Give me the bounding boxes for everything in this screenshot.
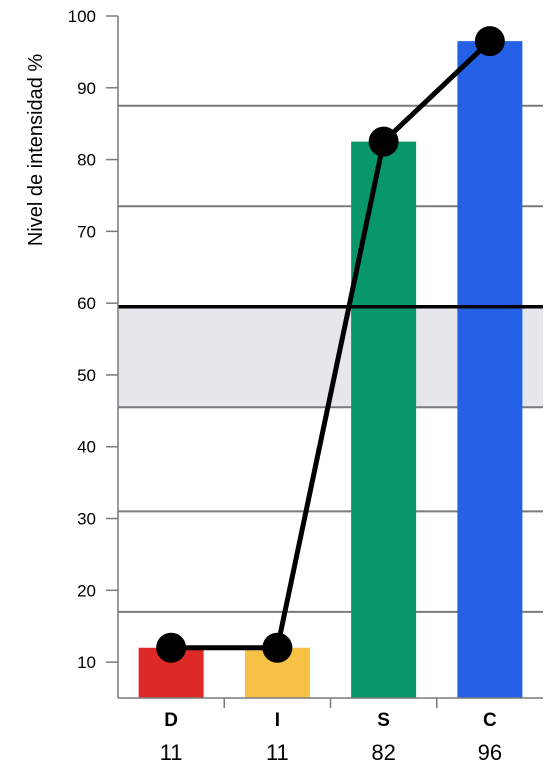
category-label-S: S (377, 710, 390, 731)
y-axis: 10 20 30 40 50 60 70 80 90 100 (68, 7, 543, 708)
y-tick-label-70: 70 (77, 222, 96, 241)
series-line (171, 39, 492, 651)
value-label-C: 96 (478, 740, 502, 765)
plot-area (118, 16, 543, 698)
x-axis-categories: D 11 I 11 S 82 C 96 (160, 710, 502, 765)
point-D (156, 632, 187, 663)
point-I (262, 632, 293, 663)
y-tick-label-10: 10 (77, 653, 96, 672)
category-label-D: D (164, 710, 178, 731)
bar-S (351, 141, 417, 698)
value-label-S: 82 (371, 740, 395, 765)
y-tick-label-30: 30 (77, 510, 96, 529)
category-label-C: C (483, 710, 497, 731)
y-tick-label-80: 80 (77, 151, 96, 170)
y-tick-label-40: 40 (77, 438, 96, 457)
category-label-I: I (275, 710, 280, 731)
value-label-I: 11 (266, 740, 289, 765)
bar-C (457, 41, 523, 698)
y-tick-label-60: 60 (77, 294, 96, 313)
point-C (474, 26, 505, 57)
y-tick-label-20: 20 (77, 581, 96, 600)
point-S (368, 126, 399, 157)
value-label-D: 11 (160, 740, 183, 765)
y-tick-label-100: 100 (68, 7, 96, 26)
y-tick-label-50: 50 (77, 366, 96, 385)
y-tick-label-90: 90 (77, 79, 96, 98)
y-axis-label: Nivel de intensidad % (25, 54, 47, 247)
